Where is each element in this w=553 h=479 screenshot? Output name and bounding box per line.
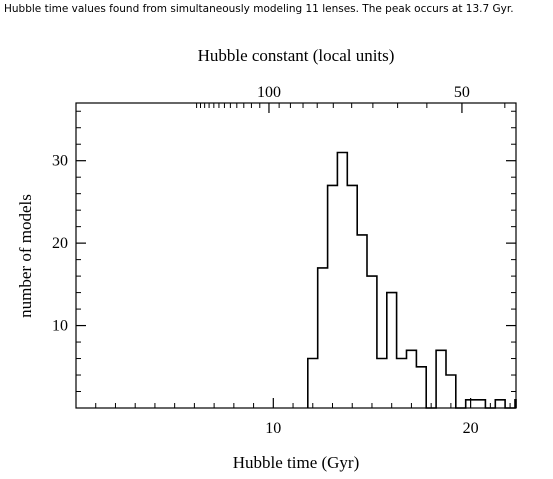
histogram-bin [397,359,407,408]
x-tick-label: 10 [265,420,281,437]
x-tick-label: 20 [463,420,479,437]
plot-frame [75,102,517,409]
histogram-bin [515,400,516,408]
histogram-bin [337,152,347,408]
y-axis-label: number of models [16,194,35,318]
histogram-bin [387,293,397,408]
histogram-bin [357,235,367,408]
top-axis-label: Hubble constant (local units) [198,46,395,65]
histogram-bin [436,350,446,408]
y-tick-label: 30 [52,153,68,170]
histogram-bin [476,400,486,408]
top-tick-label: 50 [454,84,470,101]
figure-caption: Hubble time values found from simultaneo… [4,3,514,15]
histogram-bin [495,400,505,408]
y-tick-label: 10 [52,318,68,335]
tick-labels-group: 10 20 100 50 10 20 30 [52,84,479,437]
histogram-bin [318,268,328,408]
histogram-bins-group [308,152,516,408]
top-tick-label: 100 [257,84,281,101]
histogram-bin [367,276,377,408]
histogram-bin [328,185,338,408]
histogram-bin [377,359,387,408]
histogram-bin [466,400,476,408]
axes-frame-group [75,102,517,409]
histogram-bin [416,367,426,408]
histogram-bin [446,375,456,408]
histogram-bin [406,350,416,408]
histogram-bin [347,185,357,408]
major-ticks-group [76,103,516,408]
minor-ticks-group [76,103,516,408]
x-axis-label: Hubble time (Gyr) [233,453,360,472]
y-tick-label: 20 [52,235,68,252]
histogram-outline [307,151,517,409]
histogram-bin [308,359,318,408]
